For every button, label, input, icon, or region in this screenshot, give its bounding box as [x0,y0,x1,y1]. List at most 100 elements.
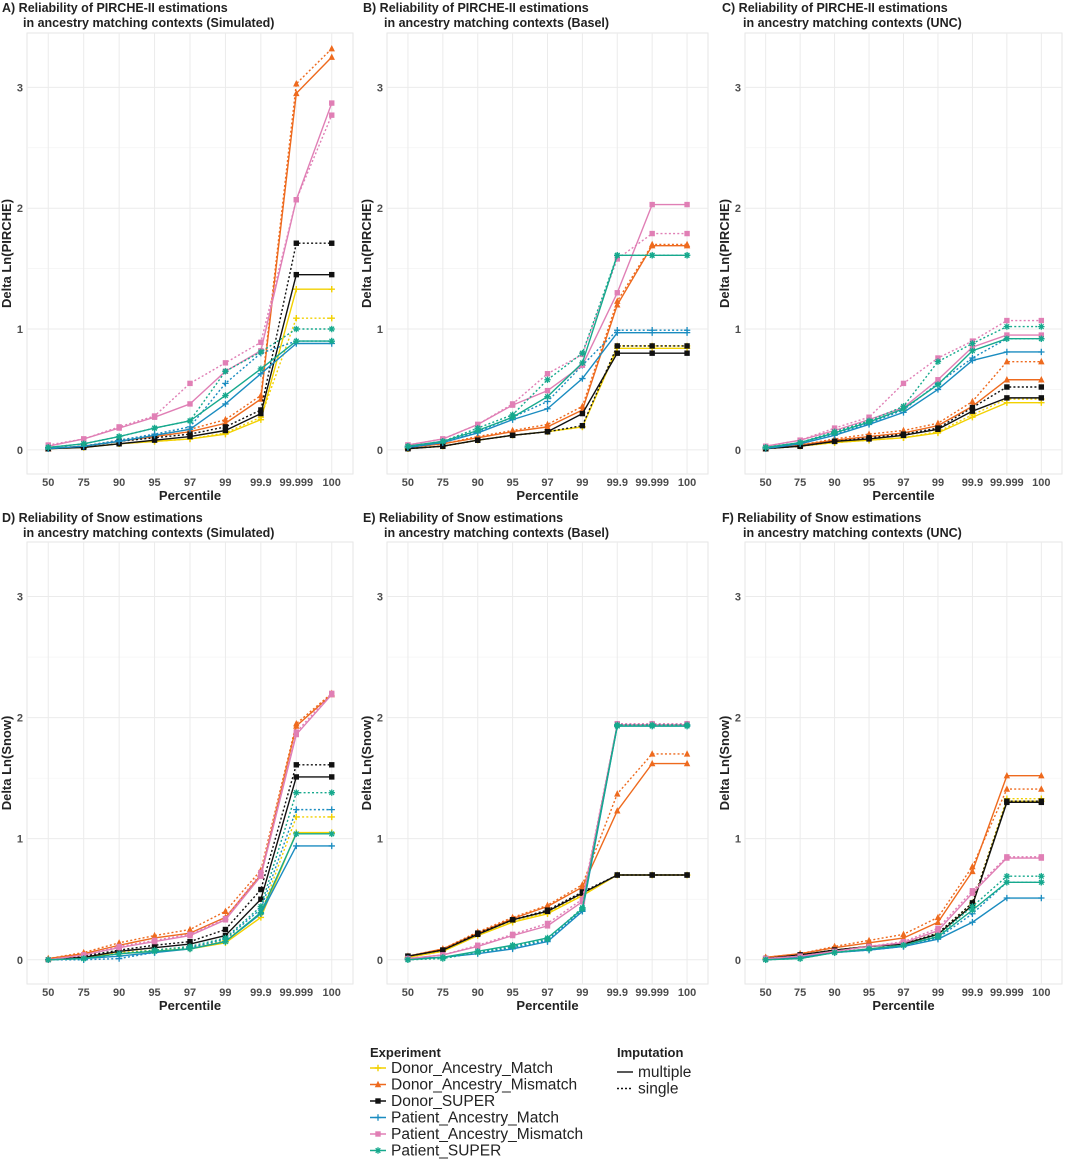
data-point [934,419,942,426]
data-point [544,371,551,377]
data-point [1038,335,1045,342]
data-point [649,350,655,356]
data-point [293,285,300,293]
data-point [1003,323,1011,330]
data-point [969,919,976,926]
panel-subtitle: in ancestry matching contexts (Basel) [384,526,609,540]
legend-label: Donor_Ancestry_Mismatch [391,1077,577,1094]
data-point [258,339,264,346]
x-tick-label: 97 [541,987,553,999]
x-tick-label: 97 [541,477,553,489]
x-tick-label: 100 [323,477,341,489]
y-tick-label: 2 [377,203,383,215]
data-point [222,415,229,423]
data-point [474,424,481,432]
data-point [293,325,300,333]
data-point [258,869,264,876]
y-tick-label: 0 [17,445,23,457]
panel-title: E) Reliability of Snow estimations [363,511,563,525]
data-point [1003,873,1011,880]
data-point [404,956,412,963]
data-point [544,901,551,908]
data-point [649,201,655,208]
data-point [475,930,481,936]
data-point [683,759,691,767]
data-point [544,920,551,927]
data-point [934,913,942,921]
x-tick-label: 99.999 [635,477,669,489]
data-point [544,387,551,394]
data-point [187,938,193,945]
legend-experiment-title: Experiment [370,1045,441,1060]
legend-key-marker [374,1064,382,1072]
data-point [579,359,586,367]
data-point [329,774,335,780]
x-tick-label: 90 [113,987,125,999]
data-point [328,806,335,813]
data-point [186,417,194,425]
data-point [969,862,976,870]
data-point [969,397,976,405]
x-tick-label: 50 [42,987,54,999]
data-point [222,380,229,387]
data-point [509,411,516,418]
data-point [614,872,620,878]
data-point [329,271,335,278]
data-point [509,943,516,950]
data-point [544,420,551,428]
data-point [258,407,264,413]
data-point [1004,384,1010,390]
series-line [765,398,1042,450]
data-point [222,360,229,366]
data-point [187,931,193,938]
data-point [257,365,265,373]
panel-subtitle: in ancestry matching contexts (Simulated… [23,526,274,540]
data-point [1038,317,1045,324]
data-point [614,343,620,349]
x-tick-label: 50 [42,477,54,489]
y-tick-label: 1 [17,324,23,336]
data-point [1038,376,1045,383]
legend-label: Patient_Ancestry_Mismatch [391,1126,583,1143]
data-point [1038,332,1045,338]
data-point [328,285,335,293]
data-point [186,423,194,431]
y-tick-label: 2 [735,713,741,725]
data-point [1004,332,1010,338]
data-point [648,252,656,259]
data-point [1003,335,1011,342]
legend-entry-donor-super: Donor_SUPER [370,1093,495,1110]
panel-title: D) Reliability of Snow estimations [2,511,203,525]
data-point [293,842,300,850]
data-point [900,403,907,410]
x-tick-label: 99 [576,477,588,489]
x-tick-label: 99.9 [250,987,271,999]
data-point [614,790,621,797]
y-axis-title: Delta Ln(PIRCHE) [359,199,374,308]
x-tick-label: 95 [148,987,160,999]
data-point [1004,395,1010,401]
legend-label: Donor_Ancestry_Match [391,1060,553,1077]
data-point [579,896,586,902]
data-point [969,354,976,362]
data-point [293,240,300,246]
data-point [935,925,941,931]
x-tick-label: 97 [184,987,196,999]
y-tick-label: 3 [377,82,383,94]
y-tick-label: 3 [17,591,23,603]
y-tick-label: 3 [377,591,383,603]
y-tick-label: 0 [377,955,383,967]
data-point [475,437,481,443]
y-tick-label: 2 [377,713,383,725]
data-point [222,427,229,434]
data-point [45,444,52,451]
data-point [969,340,976,347]
x-tick-label: 50 [760,987,772,999]
legend-key-marker [375,1098,381,1104]
data-point [258,886,264,893]
panel-e: 0 1 2 3 50 75 90 95 97 99 99.9 99.999 100 E) Reliabil… [359,511,709,1013]
data-point [683,721,691,729]
data-point [328,830,335,838]
data-point [293,774,300,780]
data-point [293,789,300,796]
